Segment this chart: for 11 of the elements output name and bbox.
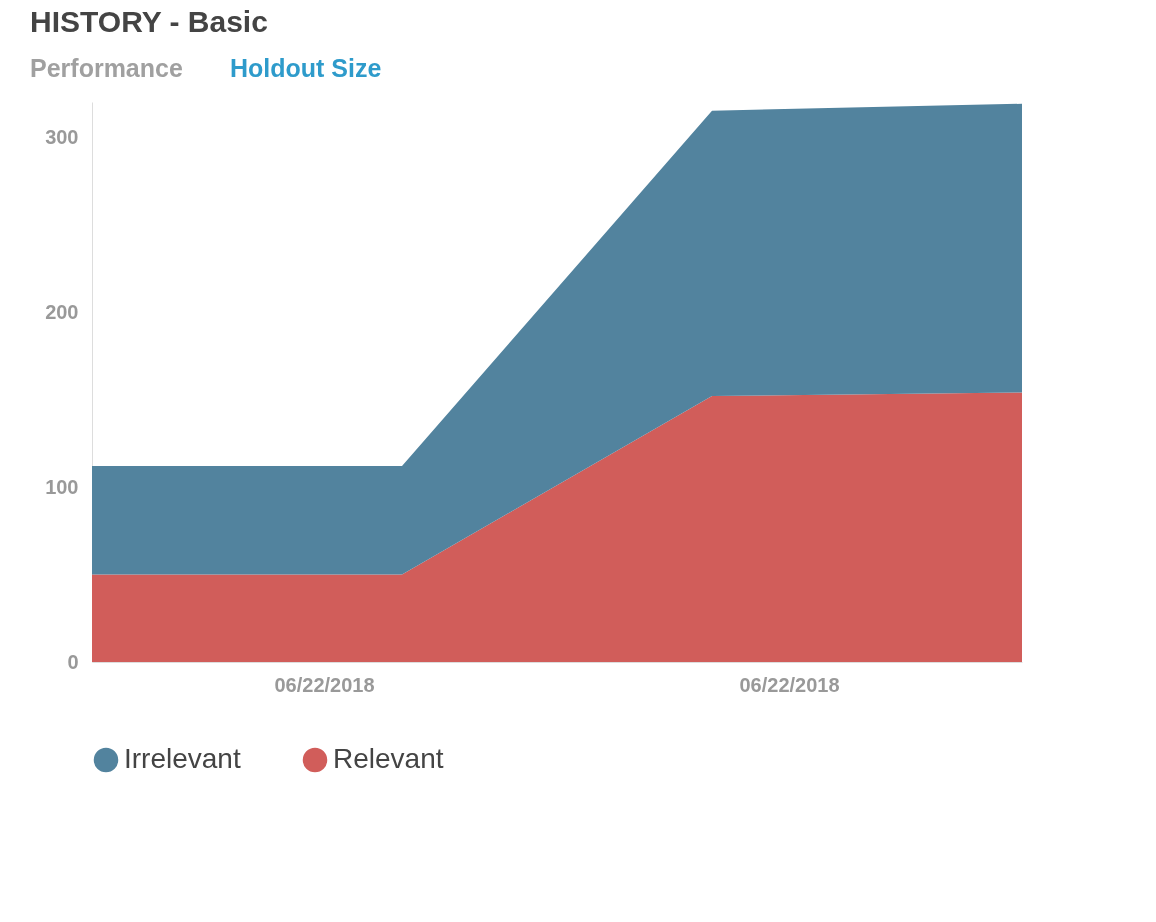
y-tick-label: 200 [45, 300, 79, 323]
text: 06/22/2018 [739, 674, 840, 696]
text: 06/22/2018 [274, 674, 375, 696]
text: Holdout Size [230, 54, 382, 82]
y-tick-label: 300 [45, 125, 79, 148]
legend-label: Irrelevant [124, 743, 241, 774]
text: Performance [30, 54, 183, 82]
y-tick-label: 0 [67, 650, 79, 673]
legend-label: Relevant [333, 743, 444, 774]
y-tick-label: 100 [45, 475, 79, 498]
chart-title: HISTORY - Basic [30, 5, 268, 38]
